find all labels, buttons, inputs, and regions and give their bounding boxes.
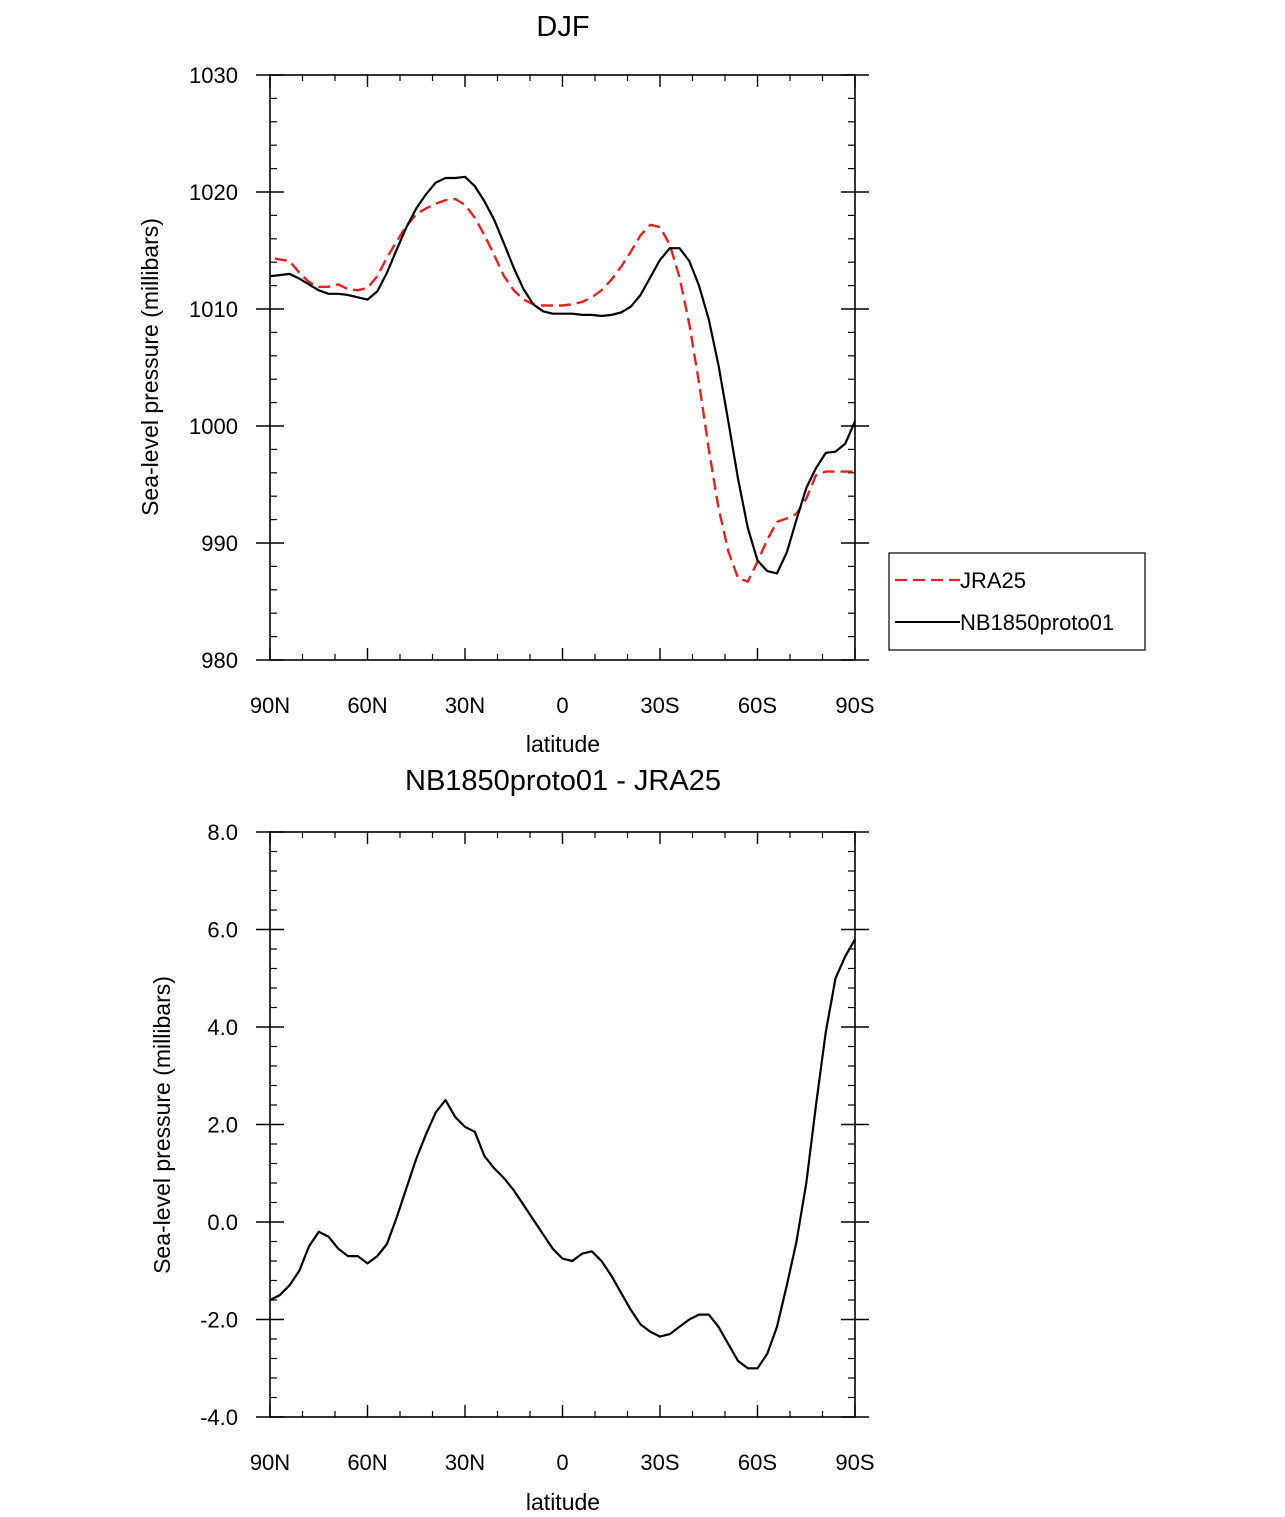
x-tick-label: 90S <box>835 1450 874 1475</box>
series-line-difference <box>269 938 856 1370</box>
x-tick-label: 0 <box>556 1450 568 1475</box>
x-axis-label: latitude <box>526 731 600 757</box>
y-tick-label: 1000 <box>189 414 238 439</box>
y-tick-label: 1030 <box>189 63 238 88</box>
x-tick-label: 30N <box>445 1450 485 1475</box>
x-tick-label: 90S <box>835 693 874 718</box>
x-tick-label: 30S <box>640 1450 679 1475</box>
legend-box <box>888 552 1146 651</box>
legend: JRA25 NB1850proto01 <box>888 552 1146 651</box>
x-tick-label: 30S <box>640 693 679 718</box>
chart-title: NB1850proto01 - JRA25 <box>405 765 721 797</box>
x-tick-labels: 90N 60N 30N 0 30S 60S 90S <box>250 1450 875 1475</box>
x-tick-label: 90N <box>250 1450 290 1475</box>
x-tick-label: 60N <box>347 1450 387 1475</box>
y-tick-label: 980 <box>201 648 238 673</box>
y-axis-label: Sea-level pressure (millibars) <box>149 976 175 1274</box>
y-axis-label: Sea-level pressure (millibars) <box>137 218 163 516</box>
y-tick-label: 1010 <box>189 297 238 322</box>
y-tick-labels: 1030 1020 1010 1000 990 980 <box>189 63 238 673</box>
x-tick-label: 60N <box>347 693 387 718</box>
y-tick-label: -2.0 <box>200 1308 238 1333</box>
y-tick-label: 8.0 <box>207 820 238 845</box>
plot-frame <box>269 831 856 1418</box>
x-tick-label: 0 <box>556 693 568 718</box>
y-tick-label: 2.0 <box>207 1113 238 1138</box>
x-tick-label: 60S <box>738 693 777 718</box>
plot-frame <box>269 74 856 661</box>
x-tick-label: 60S <box>738 1450 777 1475</box>
x-axis-label: latitude <box>526 1489 600 1515</box>
data-series <box>269 175 857 583</box>
y-tick-label: 1020 <box>189 180 238 205</box>
legend-label-nb1850proto01: NB1850proto01 <box>960 610 1114 635</box>
chart-panel-djf: DJF 90N 60N 30N 0 30S 60S 90S 1030 1020 1010 1000… <box>137 11 1146 757</box>
data-series <box>269 938 856 1370</box>
legend-label-jra25: JRA25 <box>960 568 1026 593</box>
chart-panel-difference: NB1850proto01 - JRA25 90N 60N 30N 0 30S 60S 90… <box>149 765 875 1515</box>
chart-title: DJF <box>536 11 589 43</box>
x-tick-label: 30N <box>445 693 485 718</box>
series-line-jra25 <box>274 197 855 583</box>
x-tick-labels: 90N 60N 30N 0 30S 60S 90S <box>250 693 875 718</box>
y-tick-label: -4.0 <box>200 1405 238 1430</box>
y-tick-labels: 8.0 6.0 4.0 2.0 0.0 -2.0 -4.0 <box>200 820 238 1430</box>
series-line-nb1850proto01 <box>269 175 857 575</box>
y-tick-label: 6.0 <box>207 918 238 943</box>
x-tick-label: 90N <box>250 693 290 718</box>
y-tick-label: 990 <box>201 531 238 556</box>
y-tick-label: 0.0 <box>207 1210 238 1235</box>
y-tick-label: 4.0 <box>207 1015 238 1040</box>
